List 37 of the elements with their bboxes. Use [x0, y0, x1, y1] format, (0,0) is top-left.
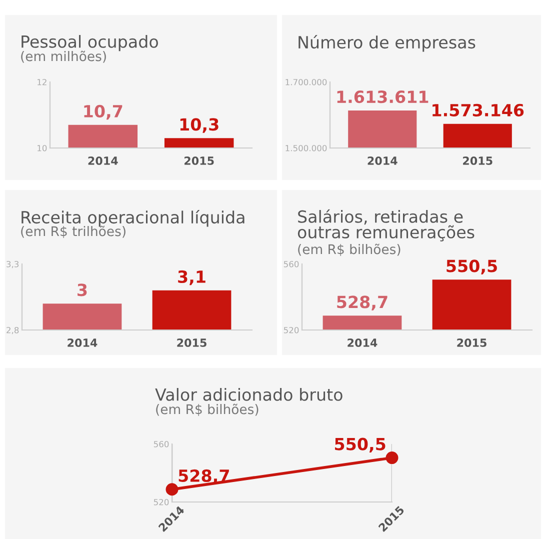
x-tick-label: 2014	[368, 156, 398, 165]
y-tick-label: 1.700.000	[286, 78, 327, 86]
y-tick-label: 560	[284, 260, 299, 268]
y-tick-label: 12	[38, 78, 46, 86]
data-label: 550,5	[446, 260, 497, 274]
data-label: 1.613.611	[337, 90, 428, 104]
chart-title: Valor adicionado bruto	[155, 388, 342, 401]
chart-subtitle: (em R$ bilhões)	[156, 404, 258, 416]
y-tick-label: 3,3	[6, 260, 19, 268]
y-tick-label: 1.500.000	[286, 144, 327, 152]
y-tick-label: 520	[154, 498, 169, 506]
data-label: 528,7	[337, 296, 388, 310]
x-tick-label: 2014	[68, 338, 98, 347]
x-tick-label: 2014	[88, 156, 118, 165]
chart-title: Número de empresas	[298, 35, 476, 52]
y-tick-label: 10	[38, 144, 47, 152]
x-tick-label: 2015	[463, 156, 492, 165]
chart-title: Pessoal ocupado	[22, 35, 158, 52]
y-tick-label: 560	[154, 440, 169, 448]
y-tick-label: 520	[284, 326, 299, 334]
data-label: 10,3	[180, 118, 218, 133]
x-tick-label: 2014	[348, 338, 378, 347]
chart-subtitle: (em milhões)	[21, 50, 106, 63]
x-tick-label: 2015	[184, 156, 214, 165]
data-label: 1.573.146	[432, 104, 524, 116]
chart-title: Receita operacional líquida	[22, 210, 244, 227]
data-label: 3	[78, 284, 87, 296]
data-label: 528,7	[178, 469, 229, 484]
x-tick-label: 2015	[177, 338, 206, 347]
data-label: 10,7	[84, 104, 122, 120]
chart-title: Salários, retiradas e outras remunerações	[298, 209, 474, 242]
chart-subtitle: (em R$ trilhões)	[21, 226, 126, 238]
data-label: 3,1	[178, 270, 206, 286]
y-tick-label: 2,8	[6, 326, 19, 334]
x-tick-label: 2015	[457, 338, 486, 347]
chart-subtitle: (em R$ bilhões)	[298, 244, 400, 256]
data-label: 550,5	[335, 438, 386, 453]
